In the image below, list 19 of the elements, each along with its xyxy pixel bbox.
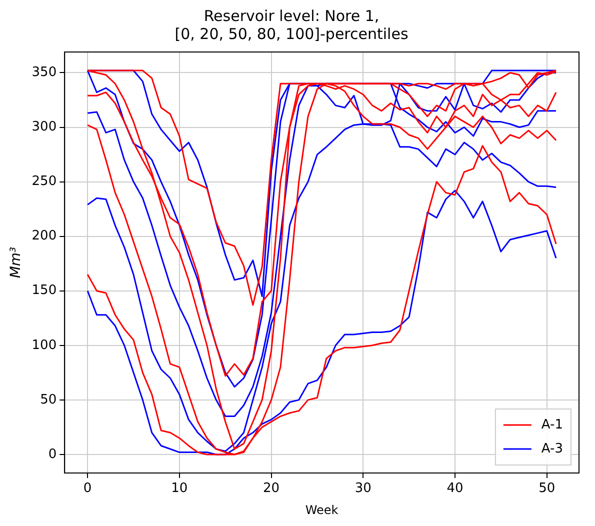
y-tick-label: 50 xyxy=(40,392,57,408)
y-tick-label: 200 xyxy=(32,228,57,244)
y-tick-label: 300 xyxy=(32,120,57,135)
x-tick-label: 30 xyxy=(354,481,372,496)
y-tick-label: 350 xyxy=(32,65,57,80)
x-tick-label: 20 xyxy=(263,481,280,496)
y-tick-label: 100 xyxy=(32,338,57,353)
y-tick-label: 0 xyxy=(48,446,57,462)
x-tick-label: 0 xyxy=(83,481,92,496)
x-tick-label: 50 xyxy=(538,481,556,496)
y-tick-label: 250 xyxy=(32,174,57,190)
y-axis-title: Mm³ xyxy=(8,246,24,278)
legend-label: A-1 xyxy=(541,417,564,432)
x-tick-label: 10 xyxy=(171,481,188,496)
x-axis-title: Week xyxy=(305,502,338,517)
legend-label: A-3 xyxy=(541,441,564,456)
y-tick-label: 150 xyxy=(32,283,57,298)
x-tick-label: 40 xyxy=(446,481,464,496)
chart-title: Reservoir level: Nore 1, [0, 20, 50, 80, 100]-percentiles xyxy=(174,6,408,43)
